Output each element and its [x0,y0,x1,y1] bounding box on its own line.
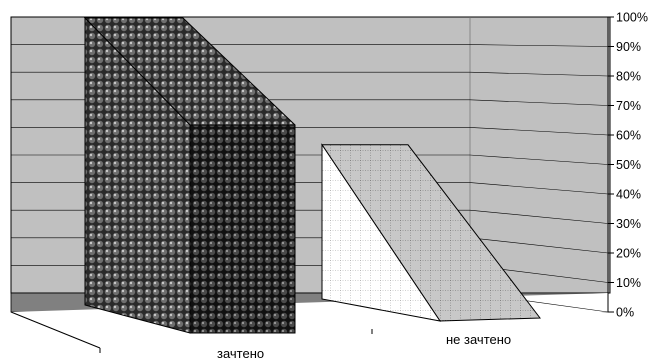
category-label: зачтено [217,346,264,361]
gridline-side [469,127,609,136]
gridline-side [469,154,609,165]
wedge-1-series-1-front [321,143,442,322]
gridline-side [469,209,609,224]
value-axis-tick-label: 60% [616,129,641,143]
category-axis: зачтено не зачтено [99,329,511,361]
value-axis-tick-label: 40% [616,188,641,202]
value-axis-tick-label: 50% [616,158,641,172]
value-axis-tick-label: 30% [616,217,641,231]
wedge-0-series-0-side [189,124,296,334]
value-axis-tick-label: 80% [616,70,641,84]
data-wedges [83,16,541,334]
gridline-side [469,182,609,195]
gridline-side [469,99,609,106]
value-axis-tick-label: 90% [616,40,641,54]
value-axis-tick-label: 70% [616,99,641,113]
gridline-side [469,44,609,47]
value-axis-tick-label: 10% [616,276,641,290]
gridline-side [469,71,609,77]
value-axis-tick-label: 100% [616,11,648,25]
gridline-side [469,237,609,254]
category-axis-line [10,311,101,349]
value-axis: 0% 10% 20% 30% 40% 50% 60% 70% 80% 90% 100% [607,11,648,320]
value-axis-tick-label: 0% [616,306,634,320]
value-axis-tick-label: 20% [616,247,641,261]
category-label: не зачтено [446,332,511,347]
